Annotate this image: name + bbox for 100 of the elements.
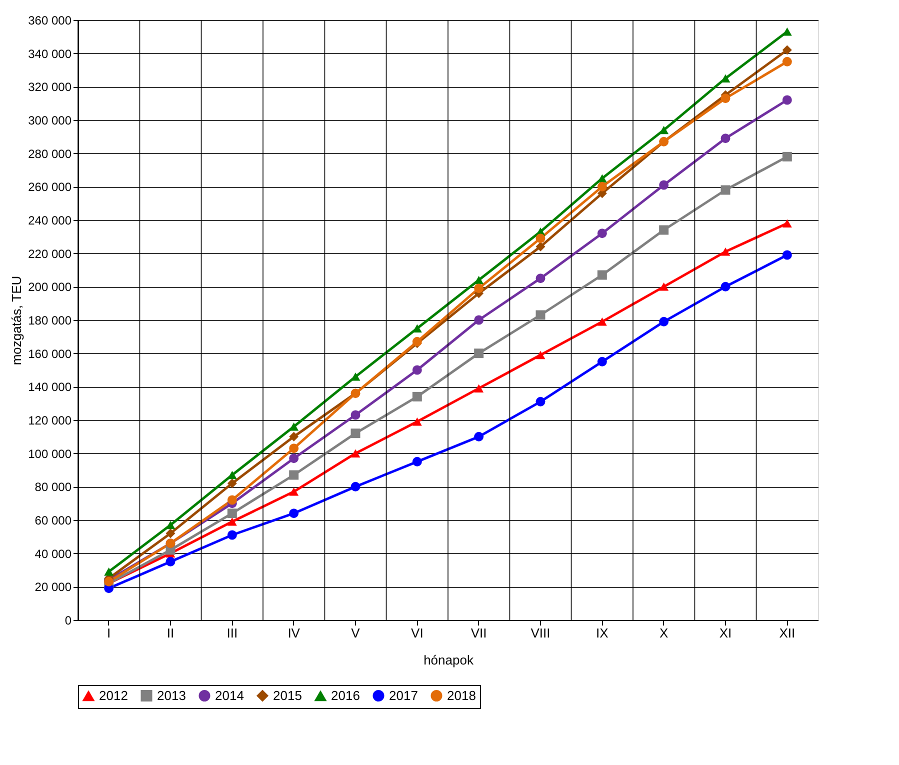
- point: [412, 418, 422, 426]
- point: [536, 242, 546, 252]
- point: [412, 392, 422, 402]
- point: [227, 530, 237, 540]
- y-tick-label: 100 000: [28, 446, 72, 461]
- point: [289, 454, 299, 464]
- point: [289, 422, 299, 431]
- point: [659, 225, 669, 235]
- y-tick-label: 20 000: [34, 580, 72, 594]
- x-tick-label: IV: [288, 626, 300, 640]
- point: [597, 356, 607, 366]
- y-tick-label: 120 000: [28, 414, 72, 428]
- y-tick-label: 140 000: [28, 380, 72, 394]
- x-tick-label: XI: [719, 626, 732, 640]
- point: [227, 518, 237, 526]
- point: [597, 228, 607, 238]
- y-tick-label: 60 000: [34, 514, 72, 528]
- point: [227, 470, 237, 480]
- point: [782, 45, 792, 55]
- y-tick-label: 340 000: [28, 46, 72, 61]
- legend-label: 2017: [389, 688, 418, 703]
- x-tick-label: V: [351, 626, 360, 640]
- y-tick-label: 0: [64, 614, 72, 628]
- point: [597, 182, 607, 192]
- point: [720, 134, 730, 144]
- point: [782, 28, 792, 36]
- y-tick-label: 80 000: [34, 480, 72, 494]
- legend-label: 2014: [215, 688, 244, 703]
- point: [474, 384, 484, 392]
- point: [227, 508, 237, 518]
- point: [659, 180, 669, 190]
- x-tick-label: IX: [596, 626, 609, 640]
- y-tick-label: 200 000: [28, 280, 72, 294]
- point: [536, 350, 546, 360]
- point: [536, 310, 546, 320]
- x-tick-label: I: [107, 626, 111, 640]
- x-tick-label: VIII: [530, 626, 550, 640]
- y-tick-label: 360 000: [28, 14, 72, 28]
- x-tick-label: VI: [411, 626, 424, 640]
- point: [782, 56, 792, 66]
- legend-label: 2013: [157, 688, 186, 703]
- x-tick-label: X: [659, 626, 668, 640]
- point: [720, 282, 730, 292]
- point: [536, 396, 546, 406]
- x-tick-label: XII: [779, 626, 796, 640]
- x-axis-title: hónapok: [424, 652, 474, 668]
- point: [289, 432, 299, 442]
- legend-label: 2015: [273, 688, 302, 703]
- point: [474, 276, 484, 284]
- y-tick-label: 160 000: [28, 346, 72, 361]
- point: [474, 284, 484, 294]
- x-tick-label: II: [166, 626, 174, 640]
- point: [227, 478, 237, 488]
- y-tick-label: 40 000: [34, 546, 72, 561]
- y-tick-label: 320 000: [28, 80, 72, 94]
- point: [289, 470, 299, 480]
- point: [720, 248, 730, 256]
- point: [474, 348, 484, 358]
- point: [104, 568, 114, 576]
- point: [289, 444, 299, 454]
- point: [350, 372, 360, 381]
- point: [720, 185, 730, 195]
- point: [536, 234, 546, 244]
- point: [659, 126, 669, 134]
- point: [659, 282, 669, 291]
- legend-label: 2018: [447, 688, 476, 703]
- point: [782, 219, 792, 228]
- x-tick-label: VII: [470, 626, 487, 640]
- point: [782, 95, 792, 105]
- point: [720, 94, 730, 104]
- x-tick-label: III: [226, 626, 238, 640]
- point: [659, 316, 669, 326]
- point: [166, 528, 176, 538]
- point: [597, 270, 607, 280]
- point: [412, 456, 422, 466]
- point: [227, 495, 237, 505]
- point: [166, 556, 176, 566]
- y-tick-label: 240 000: [28, 214, 72, 228]
- legend-label: 2012: [99, 688, 128, 704]
- point: [350, 410, 360, 420]
- y-tick-label: 220 000: [28, 246, 72, 261]
- point: [782, 152, 792, 162]
- point: [289, 488, 299, 496]
- point: [597, 318, 607, 326]
- point: [474, 432, 484, 442]
- y-tick-label: 280 000: [28, 146, 72, 161]
- point: [289, 508, 299, 518]
- y-tick-label: 260 000: [28, 180, 72, 194]
- point: [350, 482, 360, 492]
- y-tick-label: 300 000: [28, 114, 72, 128]
- point: [166, 520, 176, 530]
- y-axis-title: mozgatás, TEU: [9, 276, 24, 366]
- point: [350, 449, 360, 458]
- y-tick-label: 180 000: [28, 314, 72, 328]
- point: [597, 174, 607, 182]
- point: [412, 365, 422, 375]
- legend-label: 2016: [331, 688, 360, 704]
- point: [782, 250, 792, 260]
- point: [536, 274, 546, 284]
- point: [474, 315, 484, 325]
